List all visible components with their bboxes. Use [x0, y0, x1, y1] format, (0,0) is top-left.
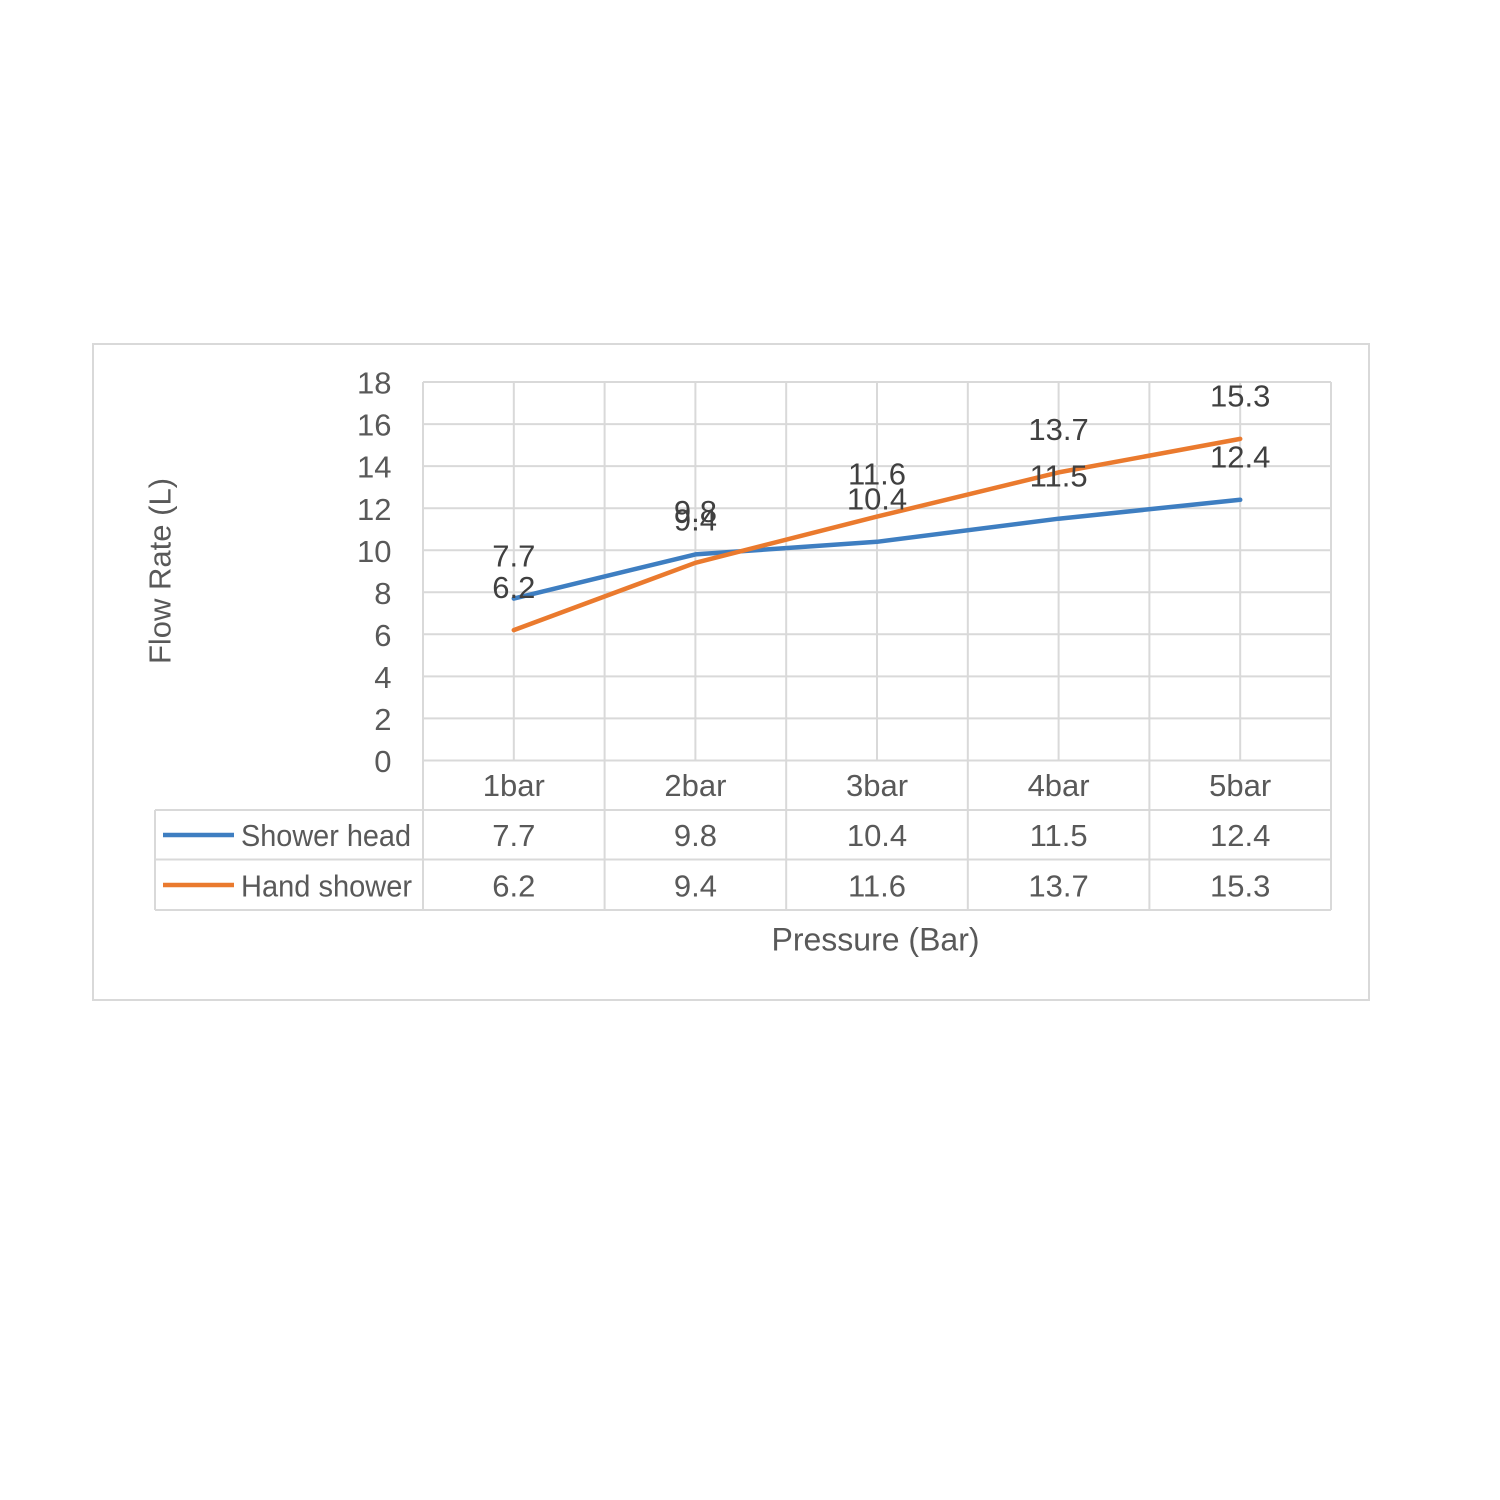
svg-text:Pressure (Bar): Pressure (Bar): [771, 921, 979, 957]
svg-text:10.4: 10.4: [847, 818, 907, 853]
svg-text:14: 14: [357, 450, 391, 485]
svg-text:6.2: 6.2: [492, 869, 535, 904]
svg-text:6.2: 6.2: [492, 570, 535, 605]
svg-text:13.7: 13.7: [1028, 412, 1088, 447]
svg-text:7.7: 7.7: [492, 818, 535, 853]
svg-text:13.7: 13.7: [1028, 869, 1088, 904]
svg-text:Flow Rate (L): Flow Rate (L): [143, 478, 178, 664]
svg-text:8: 8: [374, 576, 391, 611]
svg-text:10: 10: [357, 534, 391, 569]
svg-text:11.5: 11.5: [1030, 458, 1088, 493]
svg-text:9.4: 9.4: [674, 503, 717, 538]
svg-text:9.8: 9.8: [674, 494, 717, 529]
svg-text:1bar: 1bar: [483, 768, 545, 803]
svg-text:2bar: 2bar: [664, 768, 726, 803]
svg-text:Shower head: Shower head: [241, 818, 411, 853]
svg-text:15.3: 15.3: [1210, 379, 1270, 414]
svg-text:6: 6: [374, 618, 391, 653]
svg-text:4: 4: [374, 660, 391, 695]
svg-text:0: 0: [374, 744, 391, 779]
svg-text:11.5: 11.5: [1030, 818, 1088, 853]
svg-text:12.4: 12.4: [1210, 440, 1270, 475]
svg-text:9.4: 9.4: [674, 869, 717, 904]
svg-text:9.8: 9.8: [674, 818, 717, 853]
svg-text:3bar: 3bar: [846, 768, 908, 803]
svg-text:11.6: 11.6: [848, 456, 906, 491]
svg-text:16: 16: [357, 408, 391, 443]
svg-text:12.4: 12.4: [1210, 818, 1270, 853]
svg-text:7.7: 7.7: [492, 538, 535, 573]
svg-text:10.4: 10.4: [847, 482, 907, 517]
svg-text:11.6: 11.6: [848, 869, 906, 904]
svg-text:12: 12: [357, 492, 391, 527]
svg-text:18: 18: [357, 366, 391, 401]
svg-text:4bar: 4bar: [1028, 768, 1090, 803]
svg-text:2: 2: [374, 702, 391, 737]
svg-text:Hand shower: Hand shower: [241, 869, 412, 904]
svg-text:5bar: 5bar: [1209, 768, 1271, 803]
svg-text:15.3: 15.3: [1210, 869, 1270, 904]
